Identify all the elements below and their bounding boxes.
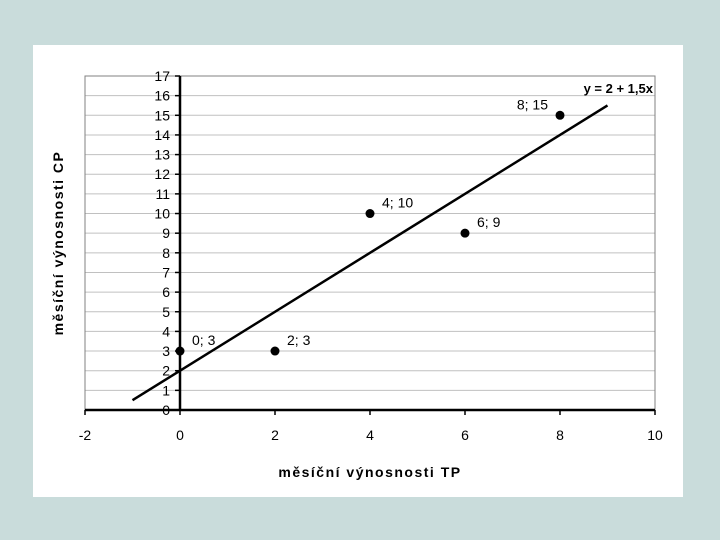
y-tick-label: 10 xyxy=(154,206,170,222)
data-point xyxy=(555,110,565,120)
y-tick-label: 0 xyxy=(162,402,170,418)
y-tick-label: 12 xyxy=(154,166,170,182)
grid-lines xyxy=(85,75,655,391)
x-tick-label: 6 xyxy=(461,427,469,443)
plot-area-border xyxy=(84,75,656,411)
y-tick-label: 11 xyxy=(155,186,170,202)
y-tick-label: 17 xyxy=(154,68,170,84)
y-tick-label: 3 xyxy=(162,343,170,359)
point-labels: 0; 3 2; 3 4; 10 6; 9 8; 15 xyxy=(192,96,548,348)
axes xyxy=(84,75,656,415)
x-tick-label: 4 xyxy=(366,427,374,443)
data-point xyxy=(175,346,185,356)
y-tick-label: 7 xyxy=(162,264,170,280)
y-tick-label: 16 xyxy=(154,88,170,104)
y-tick-label: 4 xyxy=(162,323,170,339)
trendline-equation: y = 2 + 1,5x xyxy=(584,81,654,96)
x-axis-title: měsíční výnosnosti TP xyxy=(278,464,461,480)
data-label: 4; 10 xyxy=(382,195,413,211)
data-label: 2; 3 xyxy=(287,332,311,348)
y-tick-label: 9 xyxy=(162,225,170,241)
y-tick-label: 6 xyxy=(162,284,170,300)
y-tick-label: 14 xyxy=(154,127,170,143)
data-label: 8; 15 xyxy=(517,96,548,112)
data-label: 6; 9 xyxy=(477,214,501,230)
trendline xyxy=(131,104,609,402)
data-points xyxy=(175,110,565,356)
y-tick-label: 5 xyxy=(162,304,170,320)
x-tick-label: 8 xyxy=(556,427,564,443)
y-axis-title: měsíční výnosnosti CP xyxy=(50,151,66,336)
y-tick-label: 2 xyxy=(162,363,170,379)
x-tick-label: 2 xyxy=(271,427,279,443)
x-tick-label: 0 xyxy=(176,427,184,443)
data-label: 0; 3 xyxy=(192,332,216,348)
data-point xyxy=(270,346,280,356)
y-tick-label: 13 xyxy=(154,147,170,163)
y-tick-label: 15 xyxy=(154,107,170,123)
chart-panel: 0 1 2 3 4 5 6 7 8 9 10 11 12 13 14 15 16 17 -2 0 2 4 6 8 10 0; 3… xyxy=(33,45,683,497)
data-point xyxy=(460,228,470,238)
trendline-group xyxy=(131,104,609,402)
x-tick-label: -2 xyxy=(79,427,92,443)
data-point xyxy=(365,209,375,219)
y-tick-label: 1 xyxy=(162,382,170,398)
y-tick-label: 8 xyxy=(162,245,170,261)
x-tick-label: 10 xyxy=(647,427,663,443)
